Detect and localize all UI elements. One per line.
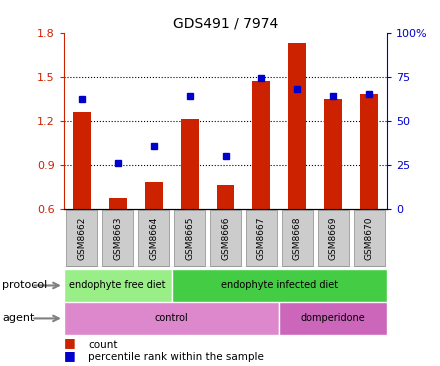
Text: count: count (88, 340, 117, 350)
Text: GSM8664: GSM8664 (149, 216, 158, 259)
Text: GSM8669: GSM8669 (329, 216, 338, 259)
Bar (103, 210, 133, 266)
Text: GSM8665: GSM8665 (185, 216, 194, 259)
Bar (246, 210, 277, 266)
Bar (66, 210, 97, 266)
Text: endophyte free diet: endophyte free diet (70, 280, 166, 291)
Bar (318, 210, 348, 266)
Bar (279, 302, 387, 335)
Bar (253, 81, 271, 209)
Text: protocol: protocol (2, 280, 48, 291)
Title: GDS491 / 7974: GDS491 / 7974 (173, 16, 278, 30)
Bar (282, 210, 313, 266)
Text: GSM8668: GSM8668 (293, 216, 302, 259)
Bar (354, 210, 385, 266)
Text: GSM8662: GSM8662 (77, 216, 86, 259)
Bar (180, 119, 198, 209)
Text: domperidone: domperidone (301, 313, 366, 324)
Text: GSM8666: GSM8666 (221, 216, 230, 259)
Bar (216, 185, 235, 209)
Bar (174, 210, 205, 266)
Text: ■: ■ (64, 349, 76, 362)
Text: endophyte infected diet: endophyte infected diet (221, 280, 338, 291)
Text: percentile rank within the sample: percentile rank within the sample (88, 352, 264, 362)
Text: ■: ■ (64, 336, 76, 350)
Bar (73, 112, 91, 209)
Bar (138, 210, 169, 266)
Bar (288, 43, 306, 209)
Text: agent: agent (2, 313, 35, 324)
Bar (210, 210, 241, 266)
Bar (64, 302, 279, 335)
Bar (172, 269, 387, 302)
Text: GSM8667: GSM8667 (257, 216, 266, 259)
Text: GSM8670: GSM8670 (365, 216, 374, 259)
Text: control: control (155, 313, 188, 324)
Bar (324, 99, 342, 209)
Bar (360, 94, 378, 209)
Bar (145, 182, 163, 209)
Bar (109, 198, 127, 209)
Text: GSM8663: GSM8663 (113, 216, 122, 259)
Bar (64, 269, 172, 302)
